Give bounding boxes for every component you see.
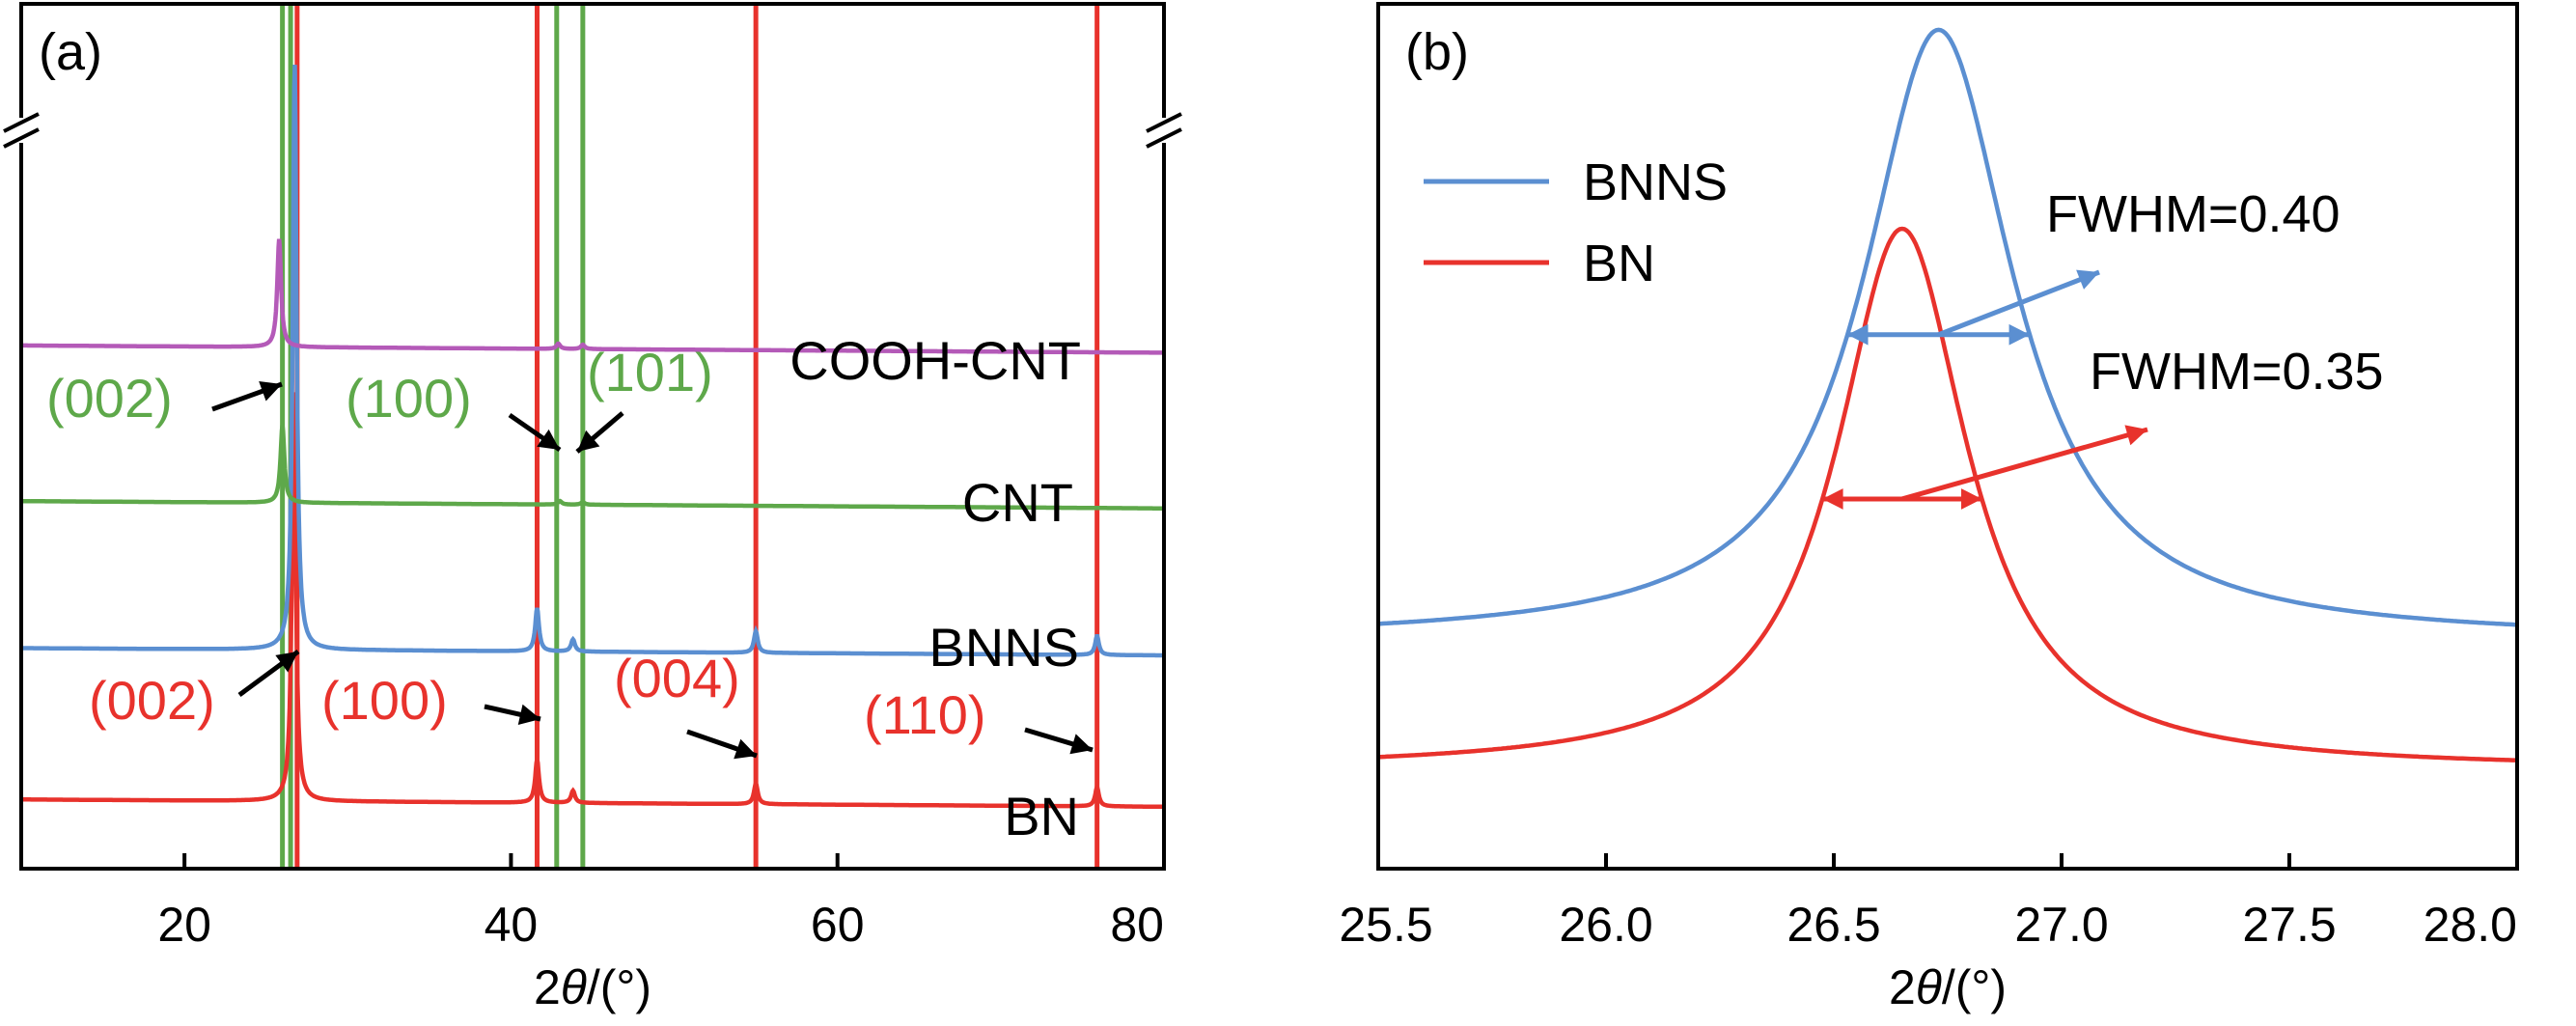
xrd-traces [21,65,1164,810]
x-tick-label: 28.0 [2424,898,2517,952]
fwhm-arrow-head [1961,488,1982,510]
peak-label-002-bn: (002) [89,670,215,731]
axis-break-stroke [3,112,40,133]
x-tick-label: 40 [485,898,539,952]
axis-break-marks [3,112,1182,149]
panel-b-legend: BNNS BN [1424,153,1728,292]
fwhm-pointer-head [2124,425,2147,446]
x-tick-label: 60 [811,898,865,952]
x-tick-label: 80 [1110,898,1164,952]
trace-cooh-cnt [21,238,1164,355]
peak-labels: (002) (100) (101) (002) (100) (004) (110) [46,342,986,745]
legend-label-bnns: BNNS [1583,153,1728,211]
x-tick-label: 26.5 [1787,898,1880,952]
peak-label-110-bn: (110) [864,684,986,745]
peak-label-100-bn: (100) [321,670,448,731]
trace-bnns [21,65,1164,658]
peak-arrow-head [259,381,282,402]
peak-arrow-head [275,652,298,673]
x-tick-label: 25.5 [1339,898,1432,952]
trace-label-bnns: BNNS [928,617,1079,678]
peak-label-100-cnt: (100) [346,368,472,429]
peak-label-004-bn: (004) [614,648,740,708]
fwhm-pointer-bnns [1937,269,2100,338]
panel-a-x-axis-label: 2θ/(°) [534,960,651,1014]
fwhm-annotations: FWHM=0.40 FWHM=0.35 [1822,185,2384,510]
fwhm-label-bn: FWHM=0.35 [2090,343,2384,401]
zoom-trace-bn [1377,226,2518,763]
peak-arrow-head [517,704,540,725]
trace-labels: COOH-CNT CNT BNNS BN [789,330,1081,846]
trace-label-bn: BN [1004,786,1079,846]
legend-label-bn: BN [1583,235,1655,292]
panel-b-plot-frame [1376,2,2519,871]
peak-label-101-cnt: (101) [587,342,713,402]
panel-b-x-ticks: 25.5 26.0 26.5 27.0 27.5 28.0 [1339,853,2519,952]
trace-bn [21,392,1164,810]
fwhm-label-bnns: FWHM=0.40 [2046,185,2341,243]
fwhm-pointer-head [2076,269,2099,290]
panel-a-plot-frame [19,2,1166,871]
fwhm-arrow-head [1847,323,1869,346]
trace-label-cnt: CNT [962,472,1073,533]
panel-b-x-axis-label: 2θ/(°) [1889,960,2007,1014]
fwhm-arrow-head [2008,323,2030,346]
peak-arrow-head [577,430,600,452]
x-tick-label: 27.5 [2242,898,2336,952]
peak-label-002-cnt: (002) [46,368,173,429]
x-tick-label: 27.0 [2014,898,2108,952]
peak-arrow-head [537,429,560,450]
x-tick-label: 26.0 [1559,898,1652,952]
fwhm-pointer-bn [1901,427,2148,502]
trace-label-cooh-cnt: COOH-CNT [789,330,1081,391]
zoom-traces [1377,27,2518,763]
fwhm-arrow-head [1822,488,1843,510]
trace-cnt [21,425,1164,511]
x-tick-label: 20 [157,898,211,952]
axis-break-stroke [3,127,40,149]
panel-a-x-ticks: 20 40 60 80 [157,853,1166,952]
axis-break-stroke [1146,127,1182,149]
peak-arrow-head [734,738,757,760]
panel-b-label: (b) [1405,23,1469,81]
zoom-trace-bnns [1377,27,2518,627]
peak-arrows [211,381,1094,760]
panel-a-label: (a) [39,23,102,81]
panel-a-xrd-full-range: 20 40 60 80 (a) COOH-CNT CNT BNNS BN (002) (100… [3,2,1182,1014]
peak-arrow-head [1069,734,1093,755]
axis-break-stroke [1146,112,1182,133]
